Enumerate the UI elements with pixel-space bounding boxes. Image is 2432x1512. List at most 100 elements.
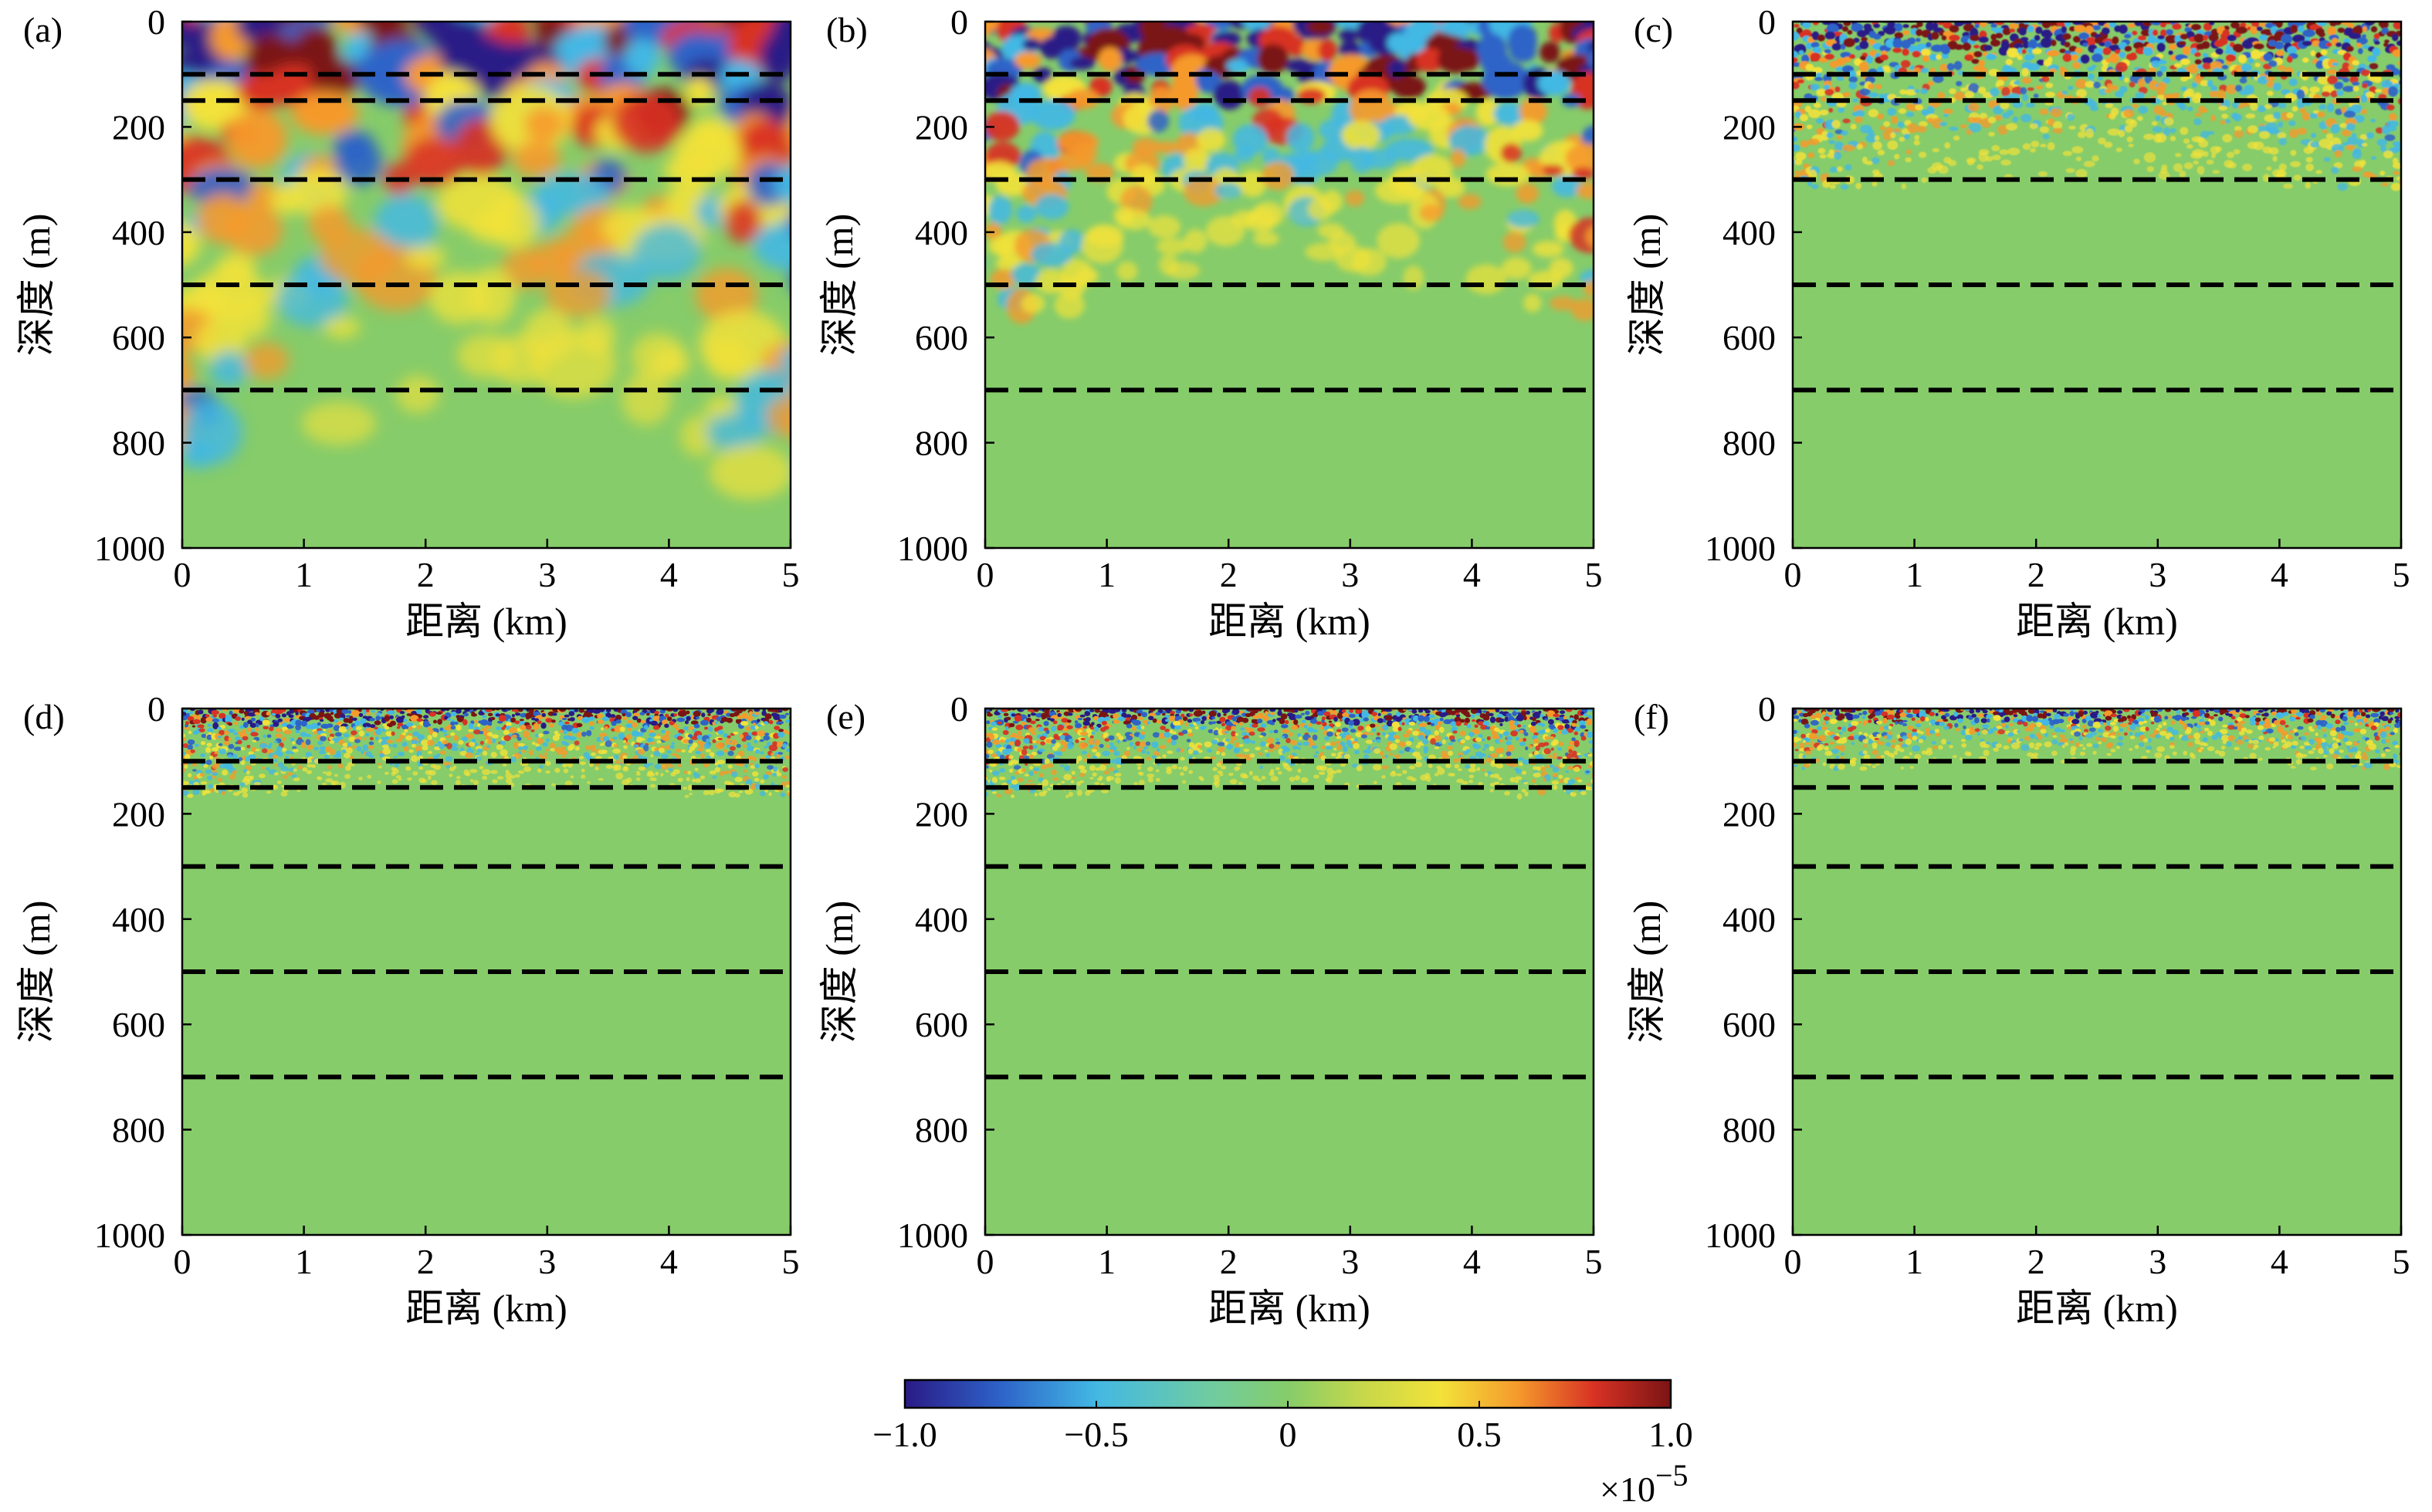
x-tick-label: 4 [1463, 1242, 1481, 1281]
x-tick-label: 3 [1341, 555, 1359, 594]
y-tick-label: 200 [1722, 794, 1776, 834]
x-tick-label: 3 [538, 1242, 556, 1281]
x-tick-label: 3 [1341, 1242, 1359, 1281]
x-tick-label: 5 [2393, 555, 2410, 594]
panel-label: (d) [23, 697, 65, 736]
field-background [985, 709, 1594, 1235]
x-tick-label: 4 [660, 555, 678, 594]
y-axis-label: 深度 (m) [818, 214, 861, 357]
panel-e: 0 1 2 3 4 5 0 200 400 600 800 1000 距离 (km) 深度 (m) (e) [818, 689, 1603, 1330]
y-tick-label: 1000 [897, 529, 968, 568]
plot-frame [984, 20, 1595, 550]
panel-f: 0 1 2 3 4 5 0 200 400 600 800 1000 距离 (km) 深度 (m) (f) [1625, 689, 2410, 1330]
panel-label: (f) [1634, 697, 1669, 736]
x-tick-label: 5 [2393, 1242, 2410, 1281]
panel-label: (e) [826, 697, 865, 736]
x-axis-label: 距离 (km) [405, 1287, 567, 1330]
x-tick-label: 4 [1463, 555, 1481, 594]
colorbar: −1.0 −0.5 0 0.5 1.0 ×10−5 [872, 1378, 1693, 1509]
y-tick-label: 200 [915, 107, 968, 147]
y-axis-label: 深度 (m) [818, 901, 861, 1044]
y-tick-label: 0 [1758, 689, 1776, 729]
y-tick-label: 400 [112, 213, 165, 252]
plot-frame [1791, 707, 2403, 1236]
x-tick-label: 1 [1905, 555, 1923, 594]
x-tick-label: 3 [538, 555, 556, 594]
x-tick-label: 5 [782, 555, 800, 594]
y-tick-label: 0 [950, 689, 968, 729]
y-tick-label: 800 [112, 424, 165, 463]
wavefield-texture [1793, 709, 2401, 771]
panel-b: 0 1 2 3 4 5 0 200 400 600 800 1000 距离 (km) 深度 (m) (b) [818, 2, 1603, 643]
x-tick-label: 2 [2027, 1242, 2045, 1281]
panel-label: (b) [826, 10, 868, 49]
y-axis-label: 深度 (m) [1625, 901, 1668, 1044]
x-tick-label: 0 [1784, 555, 1802, 594]
colorbar-tick-label: −1.0 [872, 1415, 937, 1454]
panel-a: 0 1 2 3 4 5 0 200 400 600 800 1000 距离 (km) 深度 (m) (a) [15, 2, 800, 643]
y-tick-label: 600 [1722, 318, 1776, 357]
x-tick-label: 4 [2271, 1242, 2288, 1281]
y-tick-label: 600 [1722, 1005, 1776, 1044]
x-tick-label: 0 [1784, 1242, 1802, 1281]
x-tick-label: 5 [1585, 1242, 1603, 1281]
colorbar-tick-label: 1.0 [1648, 1415, 1693, 1454]
y-tick-label: 1000 [1705, 1216, 1776, 1255]
y-tick-label: 800 [915, 424, 968, 463]
x-tick-label: 2 [2027, 555, 2045, 594]
x-axis-label: 距离 (km) [2016, 600, 2178, 643]
x-axis-label: 距离 (km) [1208, 1287, 1370, 1330]
x-tick-label: 5 [1585, 555, 1603, 594]
y-tick-label: 600 [915, 1005, 968, 1044]
colorbar-exponent: ×10−5 [1600, 1458, 1689, 1509]
y-tick-label: 800 [1722, 424, 1776, 463]
y-axis-label: 深度 (m) [15, 214, 58, 357]
x-tick-label: 1 [295, 555, 313, 594]
plot-frame [984, 707, 1595, 1236]
x-tick-label: 0 [174, 1242, 191, 1281]
panel-d: 0 1 2 3 4 5 0 200 400 600 800 1000 距离 (km) 深度 (m) (d) [15, 689, 800, 1330]
x-tick-label: 1 [1905, 1242, 1923, 1281]
x-axis-label: 距离 (km) [1208, 600, 1370, 643]
y-axis-label: 深度 (m) [15, 901, 58, 1044]
y-tick-label: 400 [1722, 213, 1776, 252]
x-tick-label: 0 [977, 555, 994, 594]
y-tick-label: 200 [112, 794, 165, 834]
colorbar-tick-label: 0.5 [1457, 1415, 1502, 1454]
y-tick-label: 600 [112, 318, 165, 357]
x-axis-label: 距离 (km) [2016, 1287, 2178, 1330]
colorbar-tick-label: 0 [1279, 1415, 1297, 1454]
x-axis-label: 距离 (km) [405, 600, 567, 643]
colorbar-exponent-power: −5 [1655, 1458, 1689, 1493]
y-tick-label: 200 [915, 794, 968, 834]
y-tick-label: 1000 [1705, 529, 1776, 568]
panel-label: (a) [23, 10, 63, 49]
y-tick-label: 0 [147, 689, 165, 729]
wavefield-texture [182, 709, 791, 798]
y-tick-label: 200 [112, 107, 165, 147]
y-tick-label: 0 [950, 2, 968, 42]
x-tick-label: 0 [174, 555, 191, 594]
x-tick-label: 3 [2149, 1242, 2166, 1281]
plot-frame [181, 20, 792, 550]
x-tick-label: 2 [417, 555, 435, 594]
x-tick-label: 1 [295, 1242, 313, 1281]
x-tick-label: 1 [1098, 555, 1116, 594]
wavefield-texture [985, 709, 1594, 800]
y-tick-label: 400 [1722, 900, 1776, 939]
x-tick-label: 1 [1098, 1242, 1116, 1281]
y-tick-label: 600 [112, 1005, 165, 1044]
y-tick-label: 0 [1758, 2, 1776, 42]
x-tick-label: 4 [660, 1242, 678, 1281]
y-tick-label: 200 [1722, 107, 1776, 147]
x-tick-label: 3 [2149, 555, 2166, 594]
y-tick-label: 600 [915, 318, 968, 357]
y-tick-label: 800 [112, 1111, 165, 1150]
field-background [1793, 709, 2401, 1235]
x-tick-label: 5 [782, 1242, 800, 1281]
y-tick-label: 1000 [94, 1216, 165, 1255]
panel-c: 0 1 2 3 4 5 0 200 400 600 800 1000 距离 (km) 深度 (m) (c) [1625, 2, 2410, 643]
y-axis-label: 深度 (m) [1625, 214, 1668, 357]
